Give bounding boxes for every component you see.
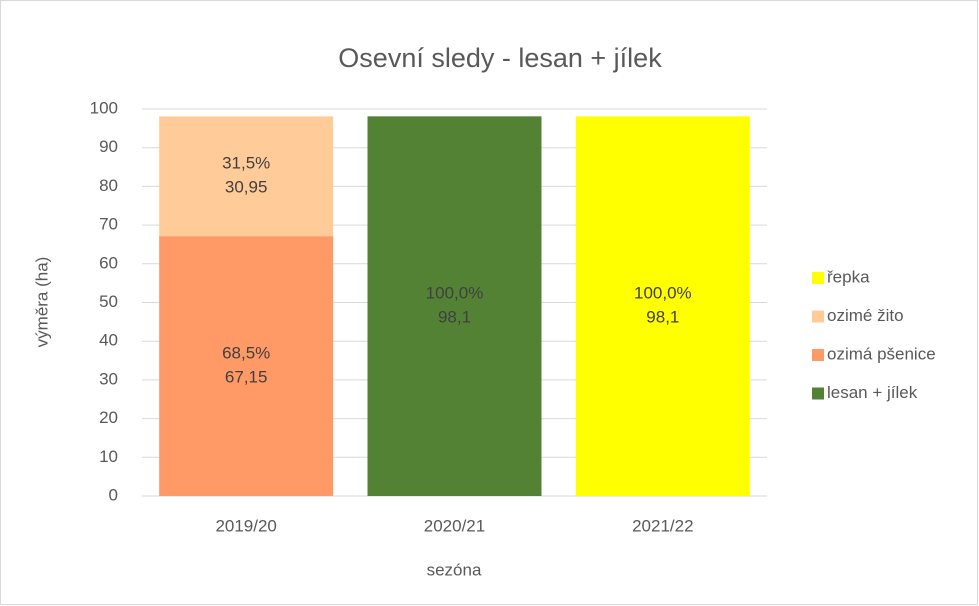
- chart-title: Osevní sledy - lesan + jílek: [338, 43, 662, 73]
- bar-segment: [575, 116, 750, 496]
- data-label-share: 100,0%: [426, 284, 484, 303]
- data-label-share: 100,0%: [634, 284, 692, 303]
- legend-swatch: [812, 387, 824, 400]
- y-tick-label: 80: [99, 176, 118, 195]
- data-label: 67,15: [225, 368, 268, 387]
- y-tick-label: 100: [90, 98, 118, 117]
- y-axis-label: výměra (ha): [32, 257, 51, 348]
- data-label: 98,1: [438, 308, 471, 327]
- legend-label: řepka: [827, 267, 870, 286]
- x-tick-label: 2020/21: [424, 516, 485, 535]
- y-tick-label: 90: [99, 137, 118, 156]
- data-label-share: 68,5%: [222, 344, 270, 363]
- y-tick-label: 20: [99, 408, 118, 427]
- y-tick-label: 0: [109, 485, 118, 504]
- x-tick-label: 2019/20: [215, 516, 276, 535]
- bar-segment: [159, 236, 334, 496]
- legend-label: ozimé žito: [827, 306, 904, 325]
- legend-swatch: [812, 349, 824, 361]
- x-axis-label: sezóna: [427, 560, 482, 579]
- legend-label: lesan + jílek: [827, 383, 918, 402]
- y-tick-label: 70: [99, 215, 118, 234]
- y-tick-label: 30: [99, 369, 118, 388]
- bar-segment: [367, 116, 542, 496]
- legend-label: ozimá pšenice: [827, 344, 936, 363]
- bar-segment: [159, 116, 334, 237]
- legend-swatch: [812, 310, 824, 323]
- legend-swatch: [812, 272, 824, 284]
- data-label: 98,1: [646, 308, 679, 327]
- y-tick-label: 40: [99, 331, 118, 350]
- data-label-share: 31,5%: [222, 154, 270, 173]
- y-tick-label: 10: [99, 447, 118, 466]
- y-tick-label: 60: [99, 253, 118, 272]
- x-tick-label: 2021/22: [632, 516, 693, 535]
- y-tick-label: 50: [99, 292, 118, 311]
- data-label: 30,95: [225, 178, 268, 197]
